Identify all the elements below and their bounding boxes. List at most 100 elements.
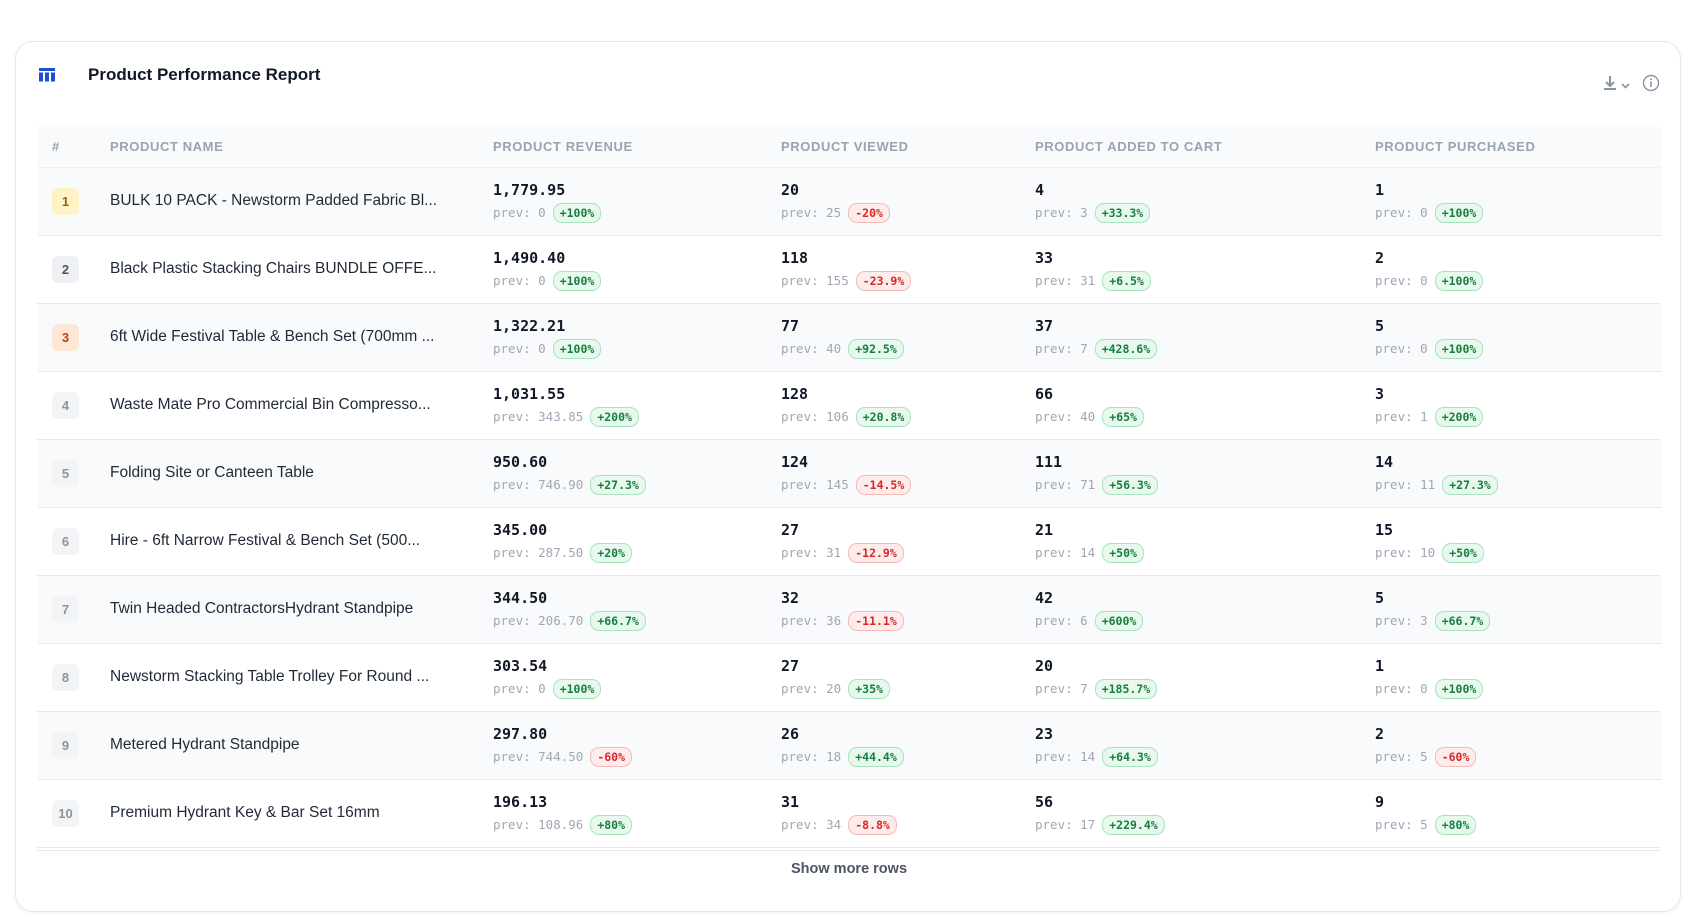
change-badge: +33.3% [1094,202,1151,223]
change-badge: +80% [1434,814,1477,835]
metric-value: 1,490.40 [493,248,566,267]
table-row[interactable]: 7 Twin Headed ContractorsHydrant Standpip… [37,575,1661,643]
previous-value: prev: 20 [781,681,842,696]
table-header-row: # PRODUCT NAME PRODUCT REVENUE PRODUCT V… [37,127,1661,168]
product-purchased-cell: 2 prev: 5 -60% [1375,711,1661,779]
previous-value: prev: 10 [1375,545,1436,560]
change-badge: +80% [590,814,633,835]
product-viewed-cell: 32 prev: 36 -11.1% [781,575,1035,643]
change-badge: +27.3% [1442,474,1498,495]
column-header-rank[interactable]: # [37,127,110,168]
change-badge: +100% [1434,678,1484,699]
change-badge: +100% [1434,270,1484,291]
column-header-product-revenue[interactable]: PRODUCT REVENUE [493,127,781,168]
change-badge: -23.9% [855,270,912,291]
metric-comparison: prev: 746.90 +27.3% [493,474,781,495]
change-badge: +92.5% [848,338,904,359]
column-header-product-purchased[interactable]: PRODUCT PURCHASED [1375,127,1661,168]
table-row[interactable]: 10 Premium Hydrant Key & Bar Set 16mm 196.… [37,779,1661,847]
change-badge: +20.8% [855,406,912,427]
change-badge: -14.5% [855,474,912,495]
table-row[interactable]: 8 Newstorm Stacking Table Trolley For Rou… [37,643,1661,711]
report-header: Product Performance Report [38,64,1660,94]
download-button[interactable] [1602,75,1630,96]
rank-cell: 6 [37,507,110,575]
metric-value: 32 [781,588,800,607]
table-row[interactable]: 6 Hire - 6ft Narrow Festival & Bench Set … [37,507,1661,575]
metric-comparison: prev: 31 -12.9% [781,542,1035,563]
product-name-cell: 6ft Wide Festival Table & Bench Set (700… [110,303,493,371]
change-badge: +64.3% [1102,746,1158,767]
product-name-cell: Premium Hydrant Key & Bar Set 16mm [110,779,493,847]
product-name: Twin Headed ContractorsHydrant Standpipe [110,600,414,617]
change-badge: +66.7% [1434,610,1491,631]
product-name: BULK 10 PACK - Newstorm Padded Fabric Bl… [110,192,438,209]
table-row[interactable]: 9 Metered Hydrant Standpipe 297.80 prev: 74… [37,711,1661,779]
info-button[interactable] [1642,74,1660,97]
product-name: 6ft Wide Festival Table & Bench Set (700… [110,328,435,345]
metric-comparison: prev: 14 +50% [1035,542,1375,563]
product-revenue-cell: 196.13 prev: 108.96 +80% [493,779,781,847]
product-viewed-cell: 27 prev: 31 -12.9% [781,507,1035,575]
change-badge: +600% [1094,610,1144,631]
metric-value: 26 [781,724,800,743]
metric-comparison: prev: 25 -20% [781,202,1035,223]
metric-value: 20 [781,180,800,199]
metric-comparison: prev: 40 +65% [1035,406,1375,427]
table-row[interactable]: 5 Folding Site or Canteen Table 950.60 prev… [37,439,1661,507]
table-row[interactable]: 2 Black Plastic Stacking Chairs BUNDLE OF… [37,235,1661,303]
metric-comparison: prev: 744.50 -60% [493,746,781,767]
change-badge: +35% [848,678,890,699]
table-row[interactable]: 3 6ft Wide Festival Table & Bench Set (70… [37,303,1661,371]
product-name: Folding Site or Canteen Table [110,464,314,481]
product-purchased-cell: 5 prev: 3 +66.7% [1375,575,1661,643]
product-purchased-cell: 3 prev: 1 +200% [1375,371,1661,439]
change-badge: +100% [552,202,602,223]
change-badge: -20% [848,202,890,223]
column-header-product-name[interactable]: PRODUCT NAME [110,127,493,168]
product-added-to-cart-cell: 42 prev: 6 +600% [1035,575,1375,643]
product-purchased-cell: 15 prev: 10 +50% [1375,507,1661,575]
metric-comparison: prev: 0 +100% [493,678,781,699]
change-badge: +20% [590,542,633,563]
product-revenue-cell: 344.50 prev: 206.70 +66.7% [493,575,781,643]
metric-value: 21 [1035,520,1054,539]
previous-value: prev: 31 [1035,273,1096,288]
product-added-to-cart-cell: 111 prev: 71 +56.3% [1035,439,1375,507]
metric-comparison: prev: 108.96 +80% [493,814,781,835]
product-name-cell: Twin Headed ContractorsHydrant Standpipe [110,575,493,643]
change-badge: +229.4% [1102,814,1165,835]
column-header-product-added-to-cart[interactable]: PRODUCT ADDED TO CART [1035,127,1375,168]
previous-value: prev: 0 [493,273,546,288]
product-viewed-cell: 118 prev: 155 -23.9% [781,235,1035,303]
metric-value: 66 [1035,384,1054,403]
rank-cell: 5 [37,439,110,507]
previous-value: prev: 18 [781,749,842,764]
table-row[interactable]: 1 BULK 10 PACK - Newstorm Padded Fabric B… [37,167,1661,235]
product-purchased-cell: 1 prev: 0 +100% [1375,167,1661,235]
rank-cell: 1 [37,167,110,235]
product-name: Metered Hydrant Standpipe [110,736,300,753]
product-viewed-cell: 128 prev: 106 +20.8% [781,371,1035,439]
show-more-rows-button[interactable]: Show more rows [37,850,1661,887]
previous-value: prev: 343.85 [493,409,584,424]
rank-badge: 9 [52,731,79,759]
metric-comparison: prev: 0 +100% [1375,270,1661,291]
metric-comparison: prev: 0 +100% [493,338,781,359]
metric-value: 344.50 [493,588,548,607]
product-purchased-cell: 14 prev: 11 +27.3% [1375,439,1661,507]
metric-comparison: prev: 0 +100% [1375,338,1661,359]
product-viewed-cell: 20 prev: 25 -20% [781,167,1035,235]
previous-value: prev: 5 [1375,817,1428,832]
metric-value: 77 [781,316,800,335]
previous-value: prev: 6 [1035,613,1088,628]
previous-value: prev: 7 [1035,341,1088,356]
column-header-product-viewed[interactable]: PRODUCT VIEWED [781,127,1035,168]
product-name-cell: Newstorm Stacking Table Trolley For Roun… [110,643,493,711]
previous-value: prev: 0 [1375,205,1428,220]
table-row[interactable]: 4 Waste Mate Pro Commercial Bin Compresso… [37,371,1661,439]
rank-badge: 6 [52,527,79,555]
metric-value: 950.60 [493,452,548,471]
metric-comparison: prev: 0 +100% [1375,202,1661,223]
previous-value: prev: 145 [781,477,849,492]
